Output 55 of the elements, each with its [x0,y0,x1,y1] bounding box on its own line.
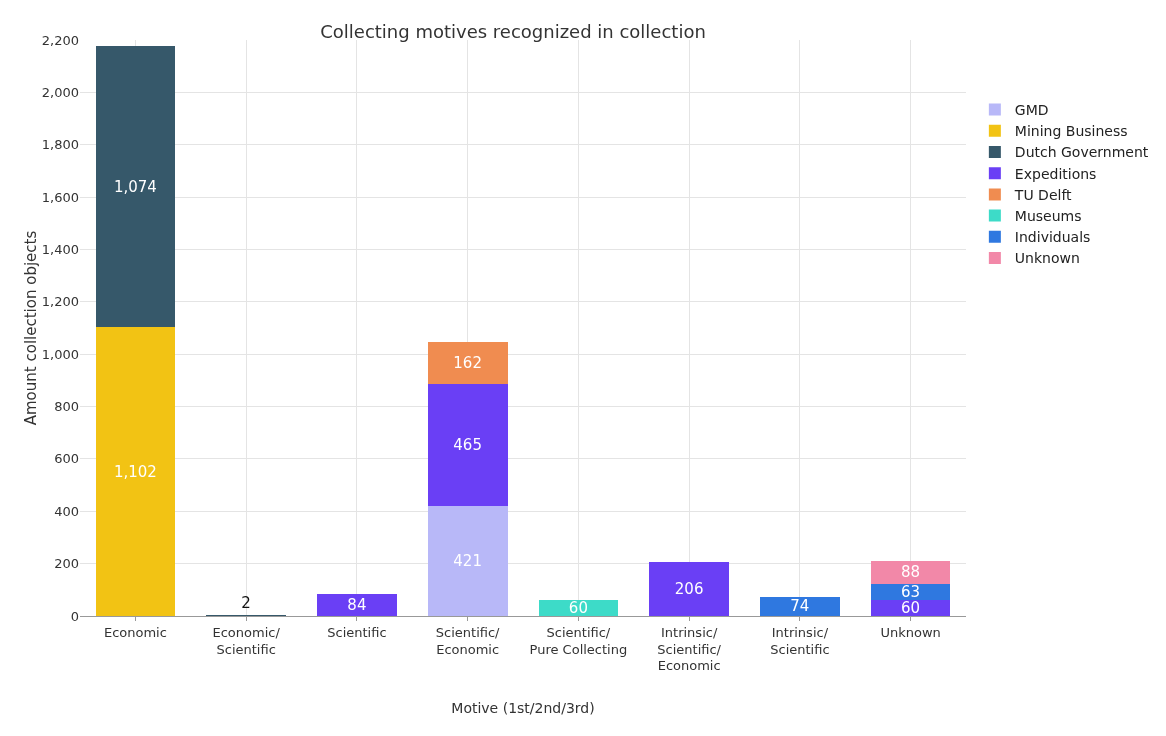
y-tick-label: 400 [54,503,79,519]
legend-label: TU Delft [1013,186,1073,203]
bar [427,341,508,385]
data-label: 421 [453,551,482,570]
data-label: 465 [453,435,482,454]
data-label: 60 [568,599,588,618]
y-axis-title: Amount collection objects [21,230,40,426]
legend-label: Mining Business [1014,123,1128,140]
data-label: 2 [241,594,251,612]
data-label: 162 [453,353,482,372]
bar [317,594,397,616]
x-tick-label: Economic [103,624,167,640]
data-label: 1,102 [113,462,157,481]
legend-label: GMD [1014,102,1049,119]
legend-label: Dutch Government [1014,144,1149,161]
y-tick-label: 1,600 [41,189,79,205]
x-tick-label: Unknown [880,624,941,640]
bar [427,505,508,616]
bar [95,46,176,328]
data-label: 1,074 [113,177,157,196]
x-tick-label: Scientific/Pure Collecting [529,624,628,657]
x-axis-title: Motive (1st/2nd/3rd) [451,699,595,716]
legend-label: Individuals [1014,229,1091,246]
x-tick-label: Economic/Scientific [212,624,281,657]
y-tick-label: 200 [54,556,79,572]
data-label: 88 [901,563,921,582]
legend-label: Museums [1014,208,1082,225]
data-label: 84 [347,596,367,615]
y-tick-label: 1,400 [41,242,79,257]
y-tick-label: 1,200 [41,294,79,310]
y-tick-label: 1,000 [41,346,79,362]
x-tick-label: Intrinsic/Scientific [770,624,830,657]
bar [870,560,951,584]
bar [870,600,951,616]
data-label: 206 [674,580,704,599]
x-tick-label: Scientific [327,624,387,640]
y-tick-label: 2,200 [41,32,79,48]
y-tick-label: 600 [54,451,79,467]
chart-title: Collecting motives recognized in collection [320,21,706,43]
data-label: 60 [901,599,921,618]
x-tick-label: Intrinsic/Scientific/Economic [657,624,722,674]
bar [760,596,840,616]
data-label: 63 [901,583,921,602]
y-tick-label: 800 [54,399,79,415]
legend-label: Expeditions [1014,165,1097,182]
bar [538,600,619,616]
y-tick-label: 2,000 [41,84,79,100]
bar [95,327,176,616]
y-tick-label: 1,800 [41,137,79,153]
x-tick-label: Scientific/Economic [435,624,501,657]
legend-label: Unknown [1014,250,1080,267]
bar [649,562,729,616]
data-label: 74 [790,597,810,616]
bar [427,384,508,506]
y-tick-label: 0 [70,608,79,624]
